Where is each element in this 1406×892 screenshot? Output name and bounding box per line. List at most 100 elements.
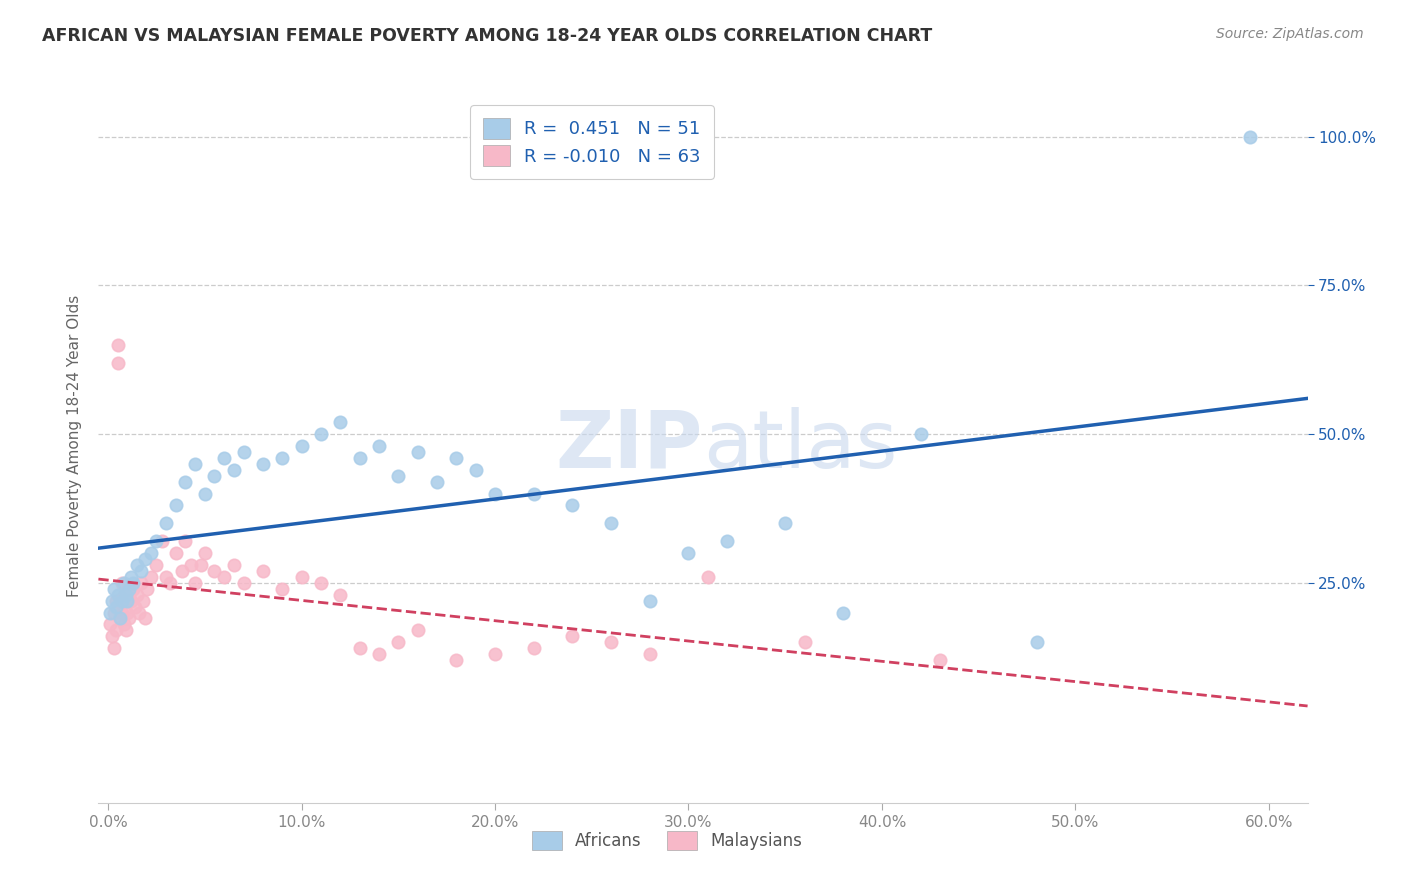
Point (1025, 635, 1047, 649)
Point (159, 575, 181, 590)
Point (117, 606, 139, 620)
Point (309, 575, 332, 590)
Point (638, 647, 661, 661)
Point (174, 475, 197, 489)
Point (678, 546, 700, 560)
Point (212, 450, 235, 465)
Point (368, 647, 391, 661)
Point (120, 570, 142, 584)
Point (910, 427, 932, 442)
Point (107, 356, 129, 370)
Point (252, 564, 274, 578)
Point (108, 611, 131, 625)
Y-axis label: Female Poverty Among 18-24 Year Olds: Female Poverty Among 18-24 Year Olds (67, 295, 83, 597)
Point (139, 546, 162, 560)
Point (150, 534, 173, 549)
Point (716, 534, 738, 549)
Point (108, 611, 131, 625)
Point (129, 575, 152, 590)
Point (290, 439, 312, 453)
Point (118, 588, 141, 602)
Point (117, 582, 139, 596)
Point (120, 593, 142, 607)
Point (111, 606, 134, 620)
Point (114, 588, 136, 602)
Point (523, 641, 546, 656)
Point (127, 558, 149, 572)
Point (252, 457, 274, 471)
Point (98, 606, 121, 620)
Point (129, 564, 152, 578)
Point (446, 653, 468, 667)
Point (426, 475, 449, 489)
Point (561, 499, 583, 513)
Point (98, 617, 121, 632)
Point (108, 593, 131, 607)
Point (271, 450, 294, 465)
Point (118, 582, 141, 596)
Point (222, 558, 245, 572)
Point (484, 486, 506, 500)
Point (132, 593, 155, 607)
Point (101, 593, 124, 607)
Point (194, 546, 217, 560)
Point (194, 486, 217, 500)
Point (184, 457, 207, 471)
Point (122, 575, 145, 590)
Point (180, 558, 202, 572)
Point (104, 593, 127, 607)
Point (122, 582, 145, 596)
Point (793, 635, 815, 649)
Point (112, 617, 135, 632)
Point (112, 588, 135, 602)
Point (103, 641, 125, 656)
Point (117, 593, 139, 607)
Point (464, 463, 486, 477)
Point (406, 624, 429, 638)
Point (104, 599, 127, 614)
Point (135, 582, 157, 596)
Point (184, 575, 207, 590)
Point (446, 450, 468, 465)
Point (368, 439, 391, 453)
Point (232, 575, 254, 590)
Point (600, 516, 623, 531)
Point (290, 570, 312, 584)
Point (155, 516, 177, 531)
Point (127, 588, 149, 602)
Point (107, 338, 129, 352)
Point (104, 624, 127, 638)
Point (349, 641, 371, 656)
Point (271, 582, 294, 596)
Point (114, 624, 136, 638)
Point (103, 606, 125, 620)
Point (832, 606, 855, 620)
Point (387, 468, 409, 483)
Text: ZIP: ZIP (555, 407, 703, 485)
Point (222, 463, 245, 477)
Point (600, 635, 623, 649)
Point (170, 564, 193, 578)
Point (107, 588, 129, 602)
Point (118, 611, 141, 625)
Point (139, 570, 162, 584)
Point (155, 570, 177, 584)
Text: AFRICAN VS MALAYSIAN FEMALE POVERTY AMONG 18-24 YEAR OLDS CORRELATION CHART: AFRICAN VS MALAYSIAN FEMALE POVERTY AMON… (42, 27, 932, 45)
Point (329, 415, 352, 429)
Point (145, 558, 167, 572)
Point (204, 564, 226, 578)
Point (696, 570, 718, 584)
Point (111, 575, 134, 590)
Point (773, 516, 796, 531)
Point (174, 534, 197, 549)
Point (145, 534, 167, 549)
Point (212, 570, 235, 584)
Point (561, 629, 583, 643)
Point (165, 499, 187, 513)
Point (103, 582, 125, 596)
Point (204, 468, 226, 483)
Point (112, 575, 135, 590)
Point (387, 635, 409, 649)
Legend: Africans, Malaysians: Africans, Malaysians (523, 822, 810, 859)
Point (111, 593, 134, 607)
